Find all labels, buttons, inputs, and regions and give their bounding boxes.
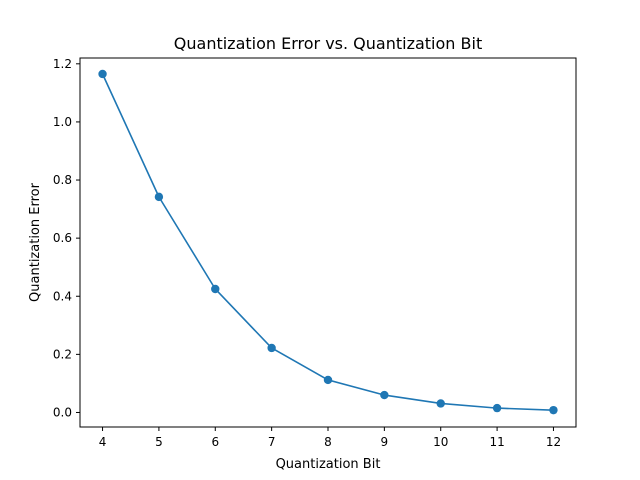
y-tick-label: 0.8 <box>53 173 72 187</box>
data-point-7 <box>267 343 276 353</box>
data-point-4 <box>98 69 107 79</box>
y-axis-ticks: 0.0 0.2 0.4 0.6 0.8 1.0 1.2 <box>53 57 80 419</box>
x-tick-label: 11 <box>489 435 504 449</box>
plot-area <box>80 58 576 427</box>
data-point-9 <box>380 390 389 400</box>
x-tick-label: 4 <box>99 435 107 449</box>
y-tick-label: 1.2 <box>53 57 72 71</box>
chart-title: Quantization Error vs. Quantization Bit <box>174 34 482 53</box>
x-axis-ticks: 4 5 6 7 8 9 10 11 12 <box>99 427 561 449</box>
y-tick-label: 0.0 <box>53 405 72 419</box>
data-point-11 <box>492 403 502 413</box>
data-point-6 <box>211 284 220 294</box>
x-axis-label: Quantization Bit <box>276 457 381 472</box>
y-axis-label: Quantization Error <box>28 182 43 302</box>
x-tick-label: 10 <box>433 435 448 449</box>
x-tick-label: 6 <box>211 435 219 449</box>
data-point-8 <box>323 375 333 385</box>
data-point-12 <box>549 405 558 415</box>
y-tick-label: 0.6 <box>53 231 72 245</box>
x-tick-label: 9 <box>381 435 389 449</box>
x-tick-label: 12 <box>546 435 561 449</box>
y-tick-label: 1.0 <box>53 115 72 129</box>
x-tick-label: 8 <box>324 435 332 449</box>
y-tick-label: 0.2 <box>53 347 72 361</box>
data-point-5 <box>154 192 164 202</box>
y-tick-label: 0.4 <box>53 289 72 303</box>
series-layer <box>98 69 558 415</box>
plot-frame <box>79 57 577 428</box>
x-tick-label: 5 <box>155 435 163 449</box>
data-point-10 <box>436 399 445 408</box>
x-tick-label: 7 <box>268 435 276 449</box>
